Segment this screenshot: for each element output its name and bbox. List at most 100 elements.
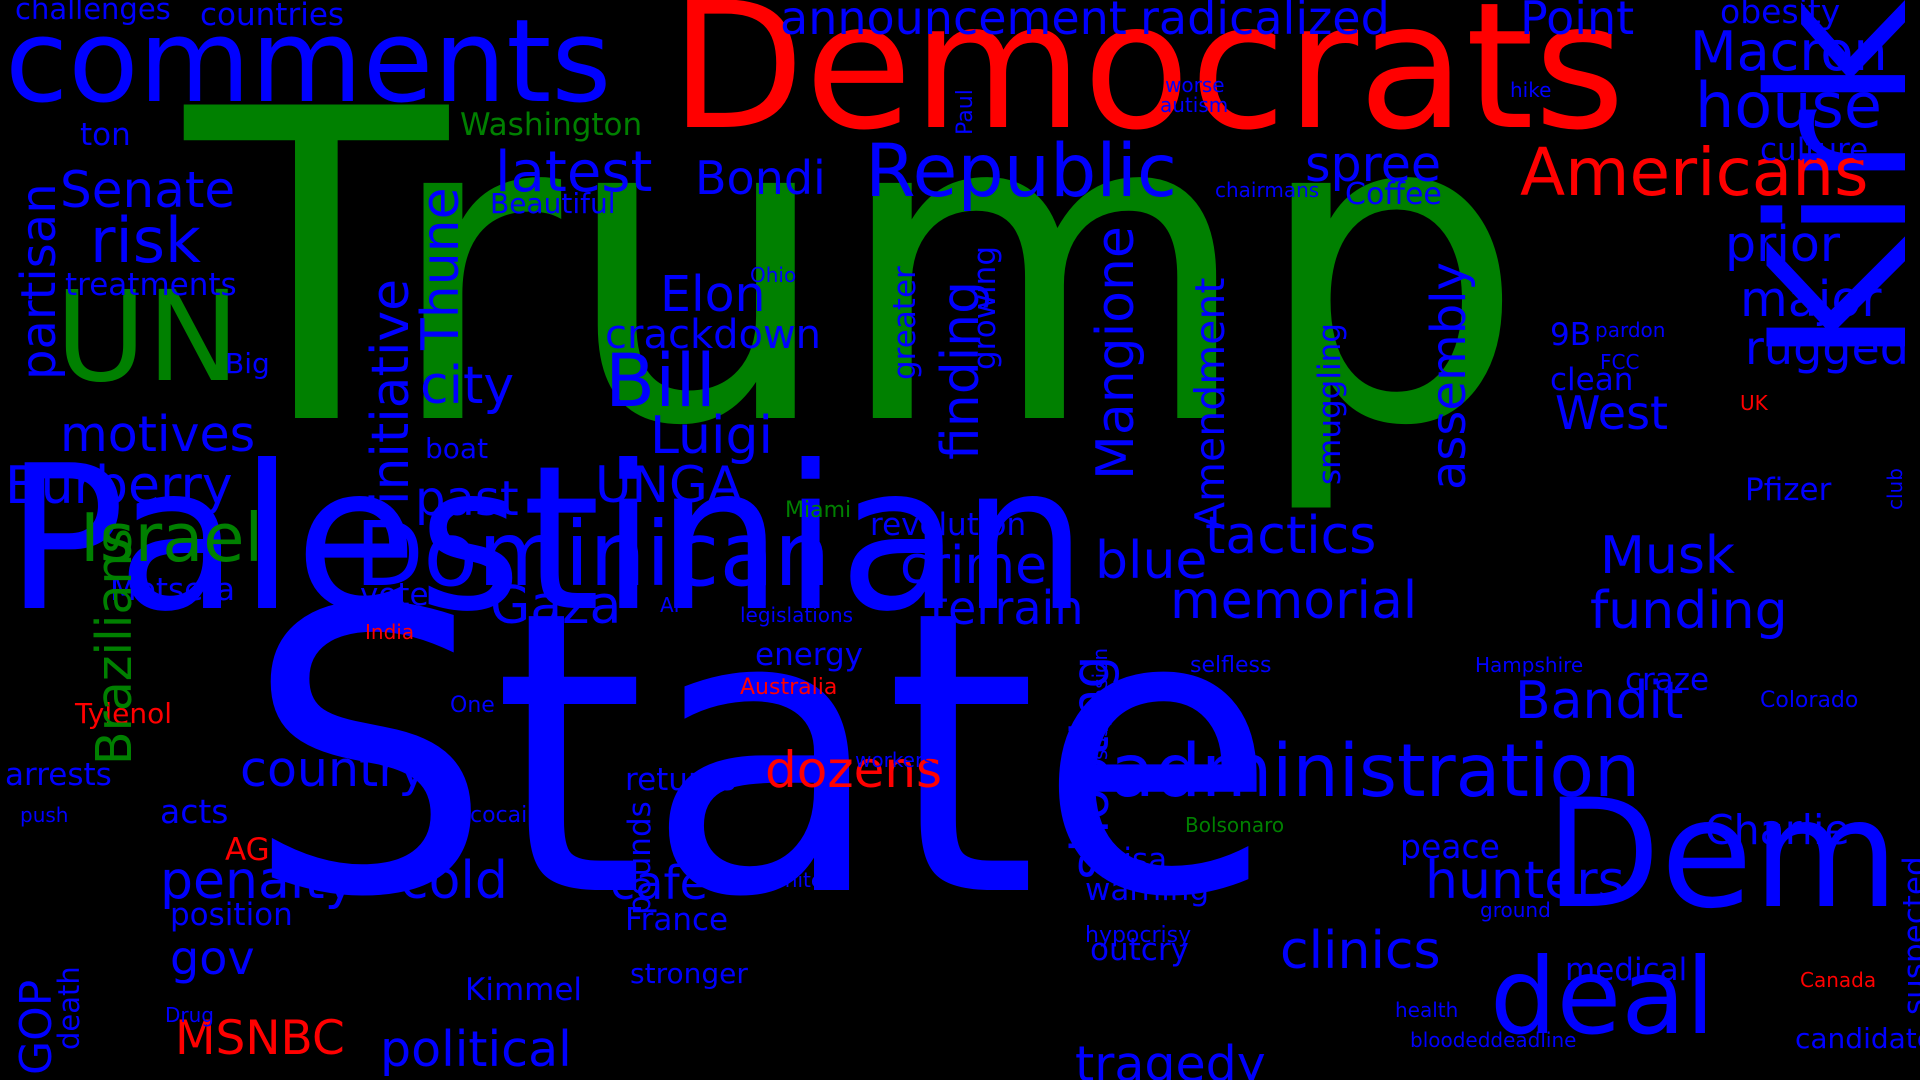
word-suspected: suspected: [1897, 856, 1920, 1015]
word-bandit: Bandit: [1515, 671, 1684, 731]
word-assembly: assembly: [1421, 262, 1477, 490]
word-legislations: legislations: [740, 603, 854, 627]
word-latest: latest: [495, 140, 653, 205]
word-dozens: dozens: [765, 741, 943, 799]
word-west: West: [1555, 386, 1669, 440]
word-push: push: [20, 803, 69, 827]
word-shooting: shooting: [1061, 655, 1121, 880]
word-radicalized: radicalized: [1140, 0, 1390, 45]
word-candidate: candidate: [1795, 1022, 1920, 1055]
word-americans: Americans: [1520, 134, 1869, 211]
word-major: major: [1740, 271, 1882, 328]
word-9b: 9B: [1550, 317, 1591, 353]
word-growing: growing: [967, 246, 1003, 370]
word-medical: medical: [1565, 952, 1688, 988]
word-ground: ground: [1480, 898, 1551, 922]
word-elon: Elon: [660, 266, 766, 323]
word-spree: spree: [1305, 136, 1441, 193]
word-administration: administration: [1110, 729, 1641, 814]
word-bill: Bill: [605, 339, 716, 424]
word-white: White: [765, 868, 824, 892]
word-mangione: Mangione: [1086, 226, 1146, 480]
word-house: house: [1695, 69, 1882, 142]
word-hike: hike: [1510, 78, 1552, 102]
word-ap: AP: [660, 593, 686, 617]
word-obesity: obesity: [1720, 0, 1841, 31]
word-macron: Macron: [1690, 20, 1888, 83]
word-acts: acts: [160, 792, 229, 831]
word-announcement: announcement: [780, 0, 1127, 45]
word-point: Point: [1520, 0, 1635, 45]
word-cold: cold: [400, 851, 508, 911]
word-treatments: treatments: [65, 267, 237, 303]
word-democrats: Democrats: [670, 0, 1626, 169]
word-france: France: [625, 902, 729, 938]
word-ag: AG: [225, 832, 270, 868]
word-palestinian: Palestinian: [5, 423, 1088, 656]
word-revolution: revolution: [870, 507, 1027, 543]
word-burberry: Burberry: [5, 456, 233, 516]
word-metsera: Metsera: [110, 572, 235, 608]
word-canada: Canada: [1800, 968, 1877, 992]
word-clinics: clinics: [1280, 921, 1441, 981]
word-gov: gov: [170, 931, 255, 985]
word-cocaine: cocaine: [470, 803, 555, 828]
word-funding: funding: [1590, 581, 1788, 641]
word-memorial: memorial: [1170, 571, 1418, 631]
word-beautiful: Beautiful: [490, 187, 616, 220]
word-greater: greater: [887, 266, 923, 380]
word-smuggling: smuggling: [1312, 323, 1348, 485]
word-outcry: outcry: [1090, 932, 1189, 968]
word-clean: clean: [1550, 362, 1634, 398]
word-returns: returns: [625, 762, 736, 798]
word-coffee: Coffee: [1345, 177, 1442, 212]
word-gaza: Gaza: [490, 576, 622, 636]
word-un: UN: [55, 265, 240, 410]
word-australia: Australia: [740, 675, 838, 700]
word-energy: energy: [755, 637, 864, 673]
word-prior: prior: [1725, 216, 1840, 273]
word-tragedy: tragedy: [1075, 1036, 1266, 1080]
word-caf-: café: [610, 856, 708, 910]
word-amendment: Amendment: [1186, 277, 1234, 530]
word-kimmel: Kimmel: [465, 972, 583, 1008]
word-autism: autism: [1160, 93, 1229, 117]
word-stronger: stronger: [630, 957, 748, 990]
word-city: city: [420, 356, 515, 416]
word-bondi: Bondi: [695, 151, 826, 205]
word-ton: ton: [80, 117, 131, 153]
word-uk: UK: [1740, 391, 1768, 415]
word-hypocrisy: hypocrisy: [1085, 923, 1192, 948]
word-senate: Senate: [60, 161, 236, 219]
word-fcc: FCC: [1600, 350, 1640, 374]
word-republic: Republic: [865, 129, 1177, 214]
word-motives: motives: [60, 406, 256, 463]
word-partisan: partisan: [11, 183, 67, 380]
word-workers: workers: [855, 748, 934, 772]
word-health: health: [1395, 998, 1459, 1022]
word-bolsonaro: Bolsonaro: [1185, 813, 1285, 837]
word-position: position: [170, 897, 293, 933]
word-challenges: challenges: [15, 0, 171, 26]
word-country: country: [240, 741, 428, 798]
word-charlie: Charlie: [1705, 806, 1850, 854]
word-india: India: [365, 620, 415, 644]
word-arrests: arrests: [5, 757, 112, 793]
word-dominican: Dominican: [355, 502, 831, 606]
word-israel: Israel: [80, 499, 264, 577]
word-thune: Thune: [411, 187, 471, 350]
word-risk: risk: [90, 204, 201, 277]
word-worse: worse: [1165, 73, 1225, 97]
word-luigi: Luigi: [650, 406, 773, 466]
word-washington: Washington: [460, 107, 643, 143]
word-pounds: pounds: [622, 801, 658, 915]
word-penalty: penalty: [160, 851, 356, 911]
word-brazilians: Brazilians: [86, 528, 143, 765]
word-miami: Miami: [785, 498, 852, 523]
word-unga: UNGA: [595, 456, 742, 514]
word-crime: crime: [900, 536, 1048, 596]
word-visa: visa: [1105, 842, 1168, 878]
word-chairmans: chairmans: [1215, 178, 1320, 202]
word-hampshire: Hampshire: [1475, 653, 1584, 677]
word-past: past: [415, 471, 519, 527]
